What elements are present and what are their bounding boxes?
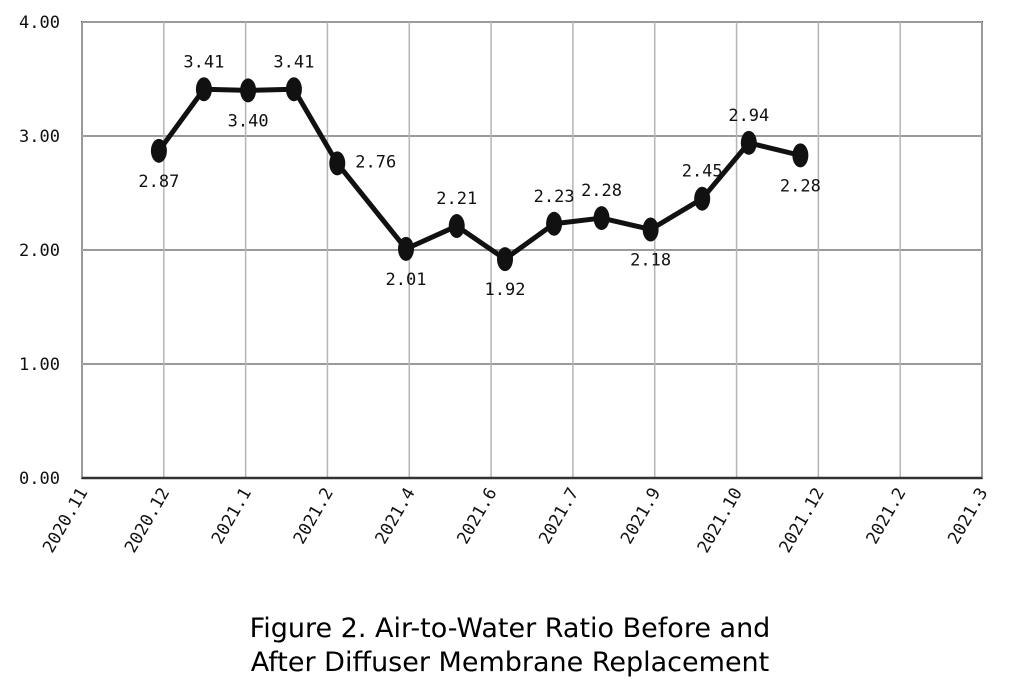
data-point: [240, 78, 257, 103]
data-label: 2.28: [581, 181, 622, 201]
x-tick-label: 2020.12: [121, 485, 174, 557]
data-label: 2.94: [728, 106, 769, 126]
data-label: 2.01: [386, 270, 427, 290]
y-tick-label: 0.00: [19, 469, 60, 489]
x-tick-label: 2021.12: [776, 485, 829, 557]
caption-line-2: After Diffuser Membrane Replacement: [250, 647, 770, 678]
data-label: 3.41: [183, 52, 224, 72]
y-tick-label: 2.00: [19, 241, 60, 261]
x-tick-label: 2021.7: [535, 485, 583, 548]
x-tick-label: 2021.4: [372, 485, 420, 548]
x-tick-label: 2021.2: [862, 485, 910, 548]
x-tick-label: 2021.6: [453, 485, 501, 548]
data-label: 2.28: [780, 176, 821, 196]
line-chart: 0.00 1.00 2.00 3.00 4.00 2020.11 2020.12 2021.…: [19, 13, 992, 557]
data-label: 1.92: [485, 280, 526, 300]
y-tick-label: 1.00: [19, 355, 60, 375]
y-axis-ticks: 0.00 1.00 2.00 3.00 4.00: [19, 13, 60, 489]
data-point: [285, 77, 302, 102]
data-label: 3.40: [228, 111, 269, 131]
data-point: [593, 206, 610, 231]
data-point: [150, 138, 167, 163]
data-point: [398, 236, 414, 261]
y-tick-label: 3.00: [19, 127, 60, 147]
data-point: [329, 151, 346, 176]
data-label: 2.18: [630, 250, 671, 270]
x-tick-label: 2021.1: [208, 485, 256, 548]
y-tick-label: 4.00: [19, 13, 60, 33]
data-point: [642, 217, 659, 242]
x-tick-label: 2020.11: [39, 485, 92, 557]
x-tick-label: 2021.3: [944, 485, 992, 548]
data-point: [497, 247, 513, 272]
data-point: [792, 143, 809, 168]
data-label: 2.23: [534, 187, 575, 207]
data-label: 2.21: [436, 189, 477, 209]
data-point: [740, 130, 757, 155]
x-tick-label: 2021.10: [694, 485, 747, 557]
figure-caption: Figure 2. Air-to-Water Ratio Before and …: [0, 612, 1020, 680]
x-tick-label: 2021.2: [290, 485, 338, 548]
x-tick-label: 2021.9: [617, 485, 665, 548]
x-axis-ticks: 2020.11 2020.12 2021.1 2021.2 2021.4 2021.6 20…: [39, 485, 992, 557]
data-label: 3.41: [273, 52, 314, 72]
grid: [81, 21, 983, 480]
data-point: [195, 77, 212, 102]
data-point: [546, 211, 563, 236]
caption-line-1: Figure 2. Air-to-Water Ratio Before and: [249, 613, 771, 644]
data-point: [448, 214, 465, 239]
data-label: 2.45: [682, 162, 723, 182]
data-label: 2.87: [138, 172, 179, 192]
data-labels: 2.87 3.41 3.40 3.41 2.76 2.01 2.21 1.92 2.23 2.28…: [138, 52, 820, 300]
data-label: 2.76: [355, 152, 396, 172]
series: [150, 77, 809, 272]
data-point: [694, 186, 711, 211]
